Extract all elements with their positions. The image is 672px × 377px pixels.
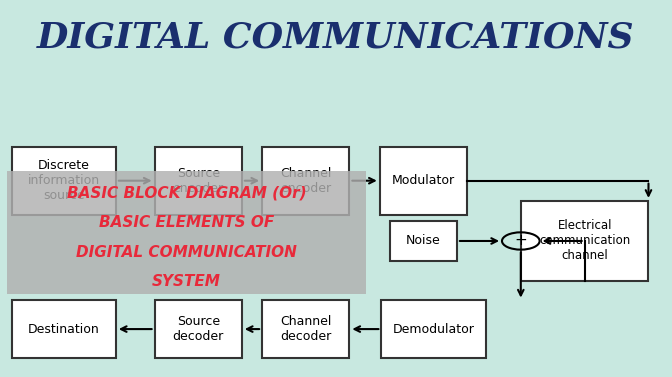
Text: DIGITAL COMMUNICATIONS: DIGITAL COMMUNICATIONS: [37, 20, 635, 54]
Bar: [382, 300, 485, 358]
Bar: [155, 300, 242, 358]
Bar: [7, 172, 366, 294]
Text: Demodulator: Demodulator: [392, 323, 474, 336]
Text: DIGITAL COMMUNICATION: DIGITAL COMMUNICATION: [76, 245, 297, 259]
Text: Electrical
communication
channel: Electrical communication channel: [539, 219, 630, 262]
Text: Source
decoder: Source decoder: [173, 315, 224, 343]
Text: +: +: [515, 233, 527, 248]
Text: Source
encoder: Source encoder: [173, 167, 224, 195]
Text: Channel
decoder: Channel decoder: [280, 315, 331, 343]
Text: Destination: Destination: [28, 323, 99, 336]
Text: BASIC BLOCK DIAGRAM (Or): BASIC BLOCK DIAGRAM (Or): [67, 186, 306, 201]
Bar: [521, 201, 648, 281]
Text: Channel
encoder: Channel encoder: [280, 167, 331, 195]
Bar: [155, 147, 242, 215]
Text: SYSTEM: SYSTEM: [152, 274, 221, 289]
Bar: [12, 300, 116, 358]
Bar: [390, 221, 457, 261]
Bar: [262, 300, 349, 358]
Text: BASIC ELEMENTS OF: BASIC ELEMENTS OF: [99, 215, 274, 230]
Bar: [262, 147, 349, 215]
Text: Noise: Noise: [406, 234, 441, 247]
Text: Discrete
information
source: Discrete information source: [28, 159, 100, 202]
Bar: [12, 147, 116, 215]
Bar: [380, 147, 467, 215]
Text: Modulator: Modulator: [392, 174, 455, 187]
